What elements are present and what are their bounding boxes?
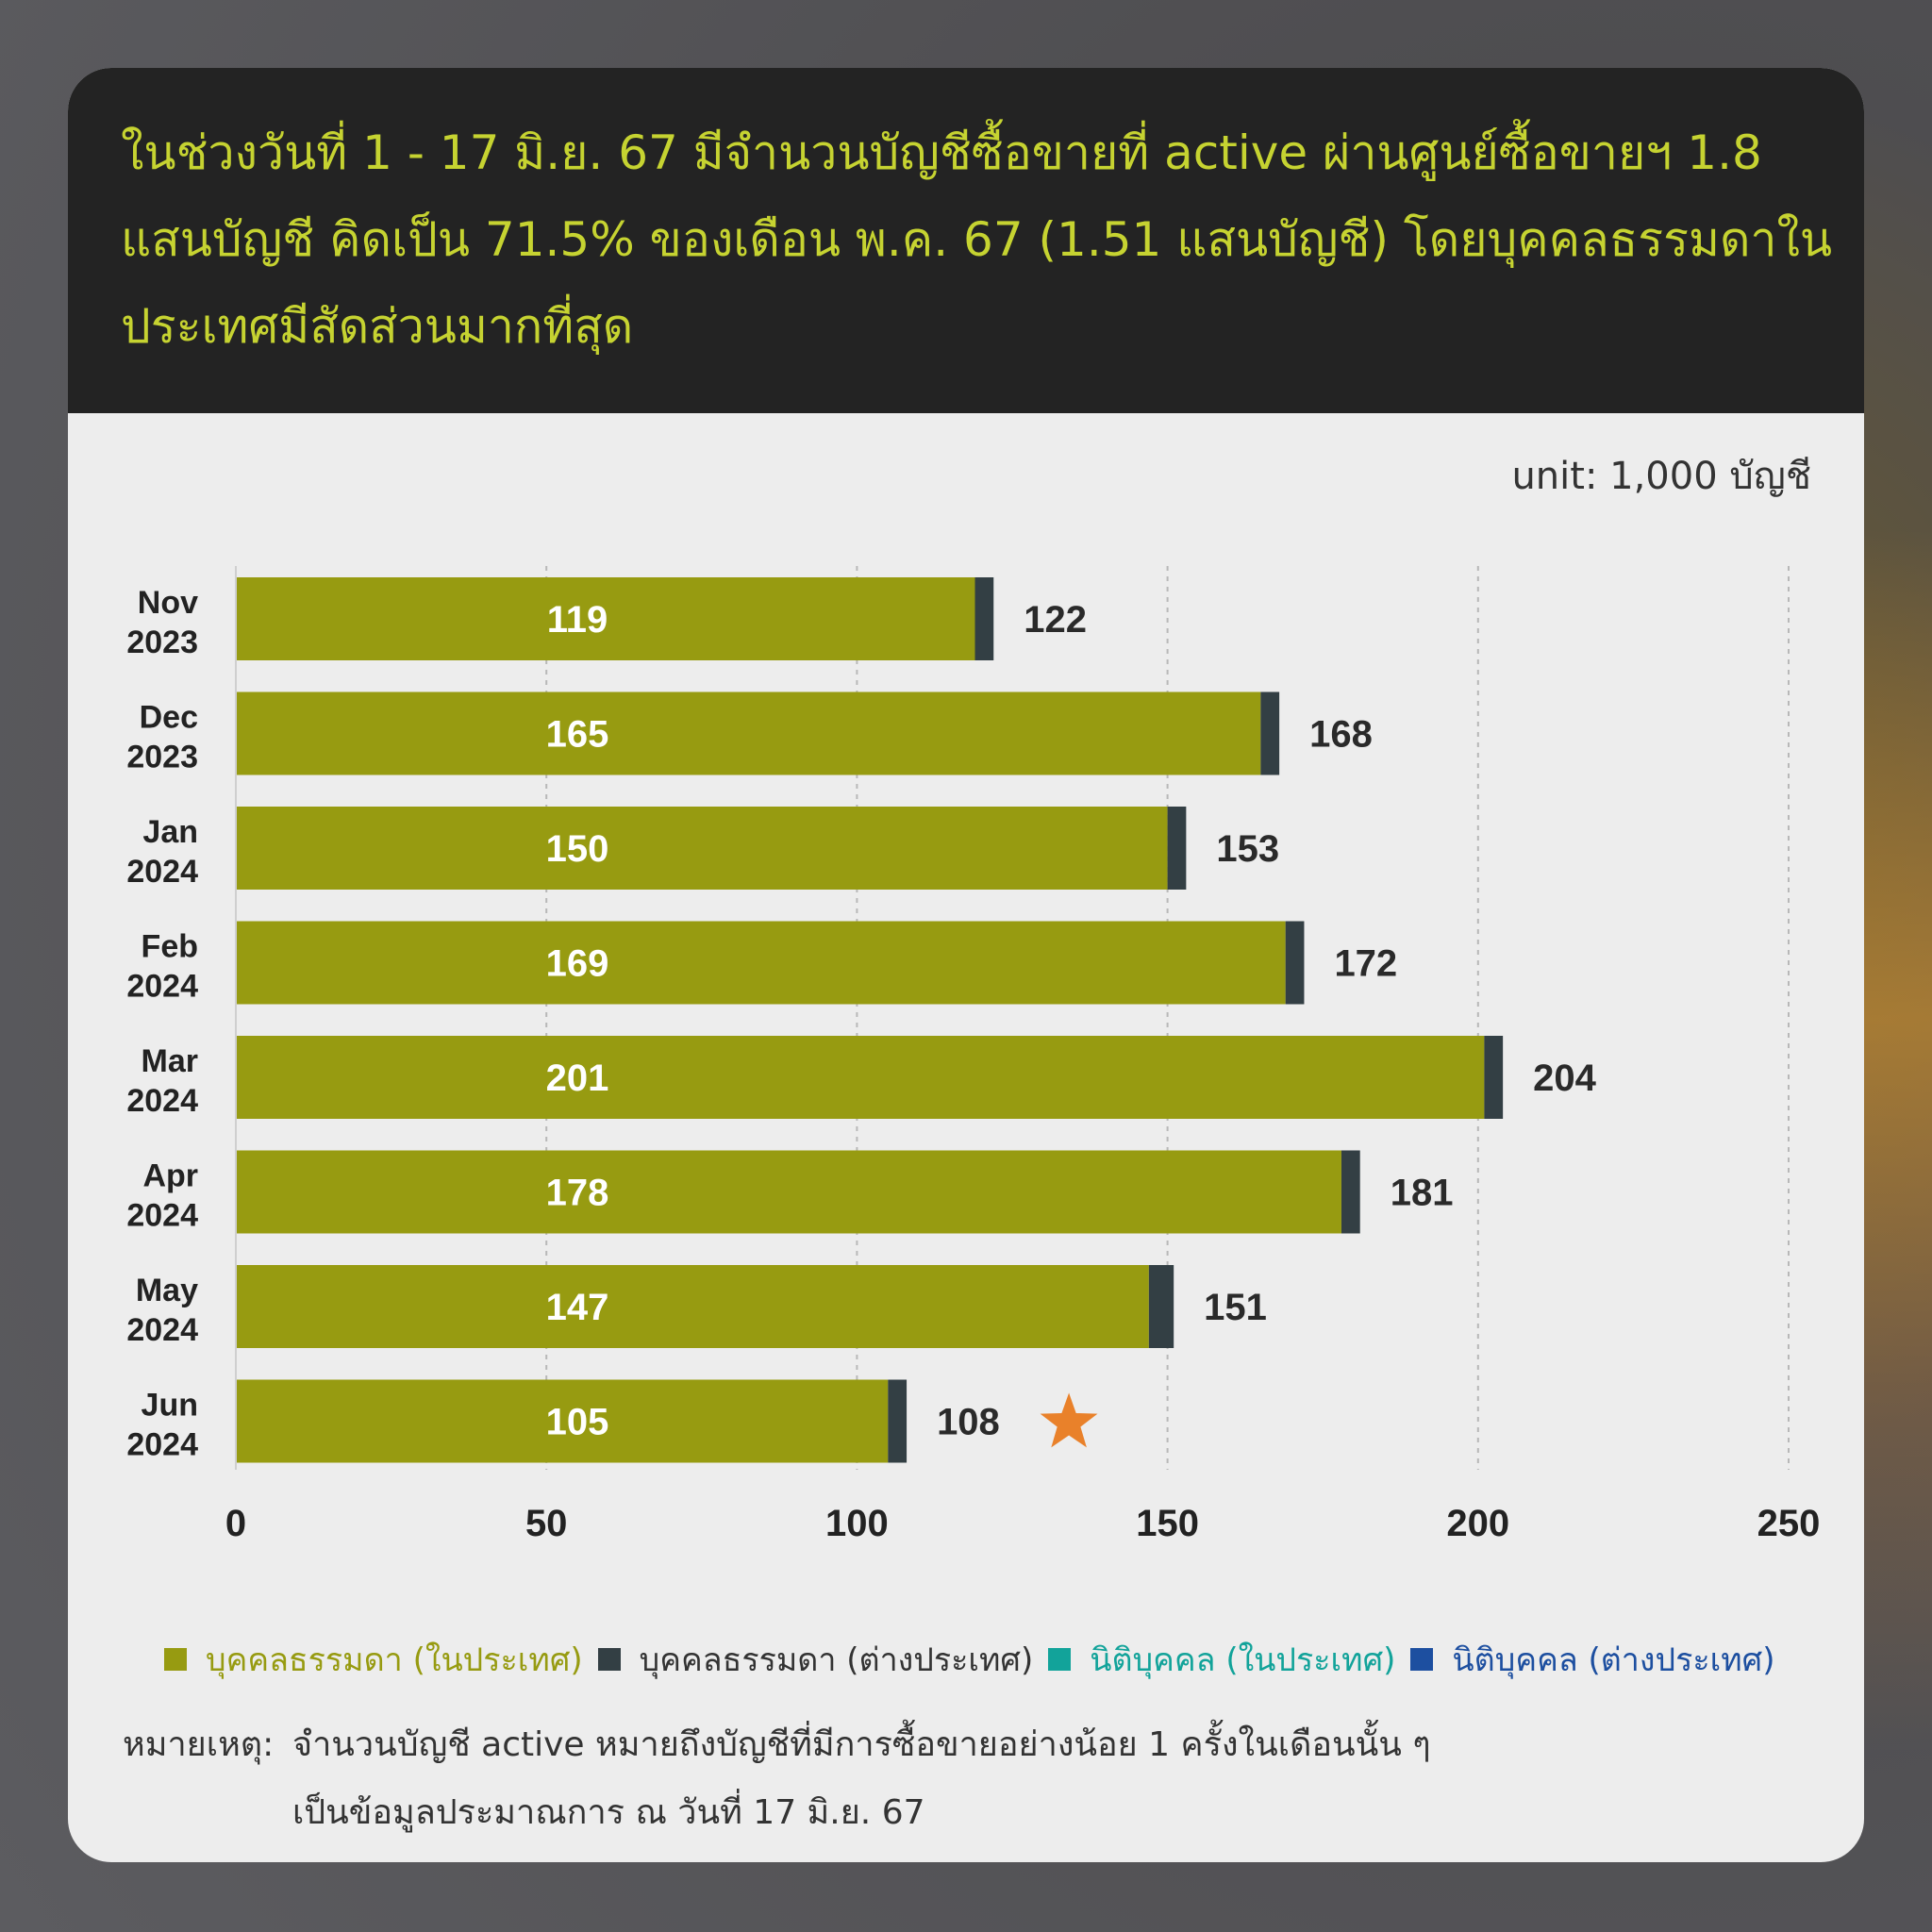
category-label: 2024	[126, 854, 198, 890]
category-label: Dec	[140, 700, 198, 736]
legend-swatch	[1410, 1648, 1434, 1671]
bar-total-label: 122	[1024, 599, 1087, 641]
bar-segment	[1285, 921, 1305, 1005]
legend-label: นิติบุคคล (ในประเทศ)	[1090, 1641, 1396, 1679]
legend-item: นิติบุคคล (ต่างประเทศ)	[1410, 1634, 1774, 1685]
bar-value-label: 105	[546, 1402, 609, 1443]
bar-segment	[236, 1036, 1485, 1119]
star-icon	[1040, 1392, 1098, 1448]
legend-label: บุคคลธรรมดา (ต่างประเทศ)	[639, 1641, 1034, 1679]
bar-segment	[236, 577, 975, 660]
category-label: Feb	[142, 929, 198, 965]
bar-value-label: 201	[546, 1058, 609, 1099]
bar-segment	[1148, 1265, 1174, 1348]
bar-segment	[1167, 807, 1187, 890]
bar-total-label: 204	[1533, 1058, 1596, 1099]
bar-value-label: 178	[546, 1173, 609, 1214]
category-label: Jun	[142, 1388, 198, 1424]
category-label: 2023	[126, 625, 198, 660]
bar-segment	[236, 1150, 1341, 1234]
footnote-line-2: เป็นข้อมูลประมาณการ ณ วันที่ 17 มิ.ย. 67	[292, 1793, 925, 1832]
category-label: 2024	[126, 1312, 198, 1348]
bar-segment	[888, 1379, 908, 1463]
legend-swatch	[1048, 1648, 1072, 1671]
x-tick-label: 250	[1757, 1503, 1821, 1544]
footnote: หมายเหตุ: จำนวนบัญชี active หมายถึงบัญชี…	[123, 1711, 1821, 1847]
bar-segment	[236, 921, 1286, 1005]
bar-segment	[1484, 1036, 1504, 1119]
x-tick-label: 150	[1136, 1503, 1199, 1544]
bar-segment	[236, 691, 1261, 775]
bar-total-label: 108	[937, 1402, 1000, 1443]
category-label: 2023	[126, 740, 198, 775]
legend-label: นิติบุคคล (ต่างประเทศ)	[1452, 1641, 1775, 1679]
page-title: ในช่วงวันที่ 1 - 17 มิ.ย. 67 มีจำนวนบัญช…	[121, 125, 1833, 354]
legend-item: บุคคลธรรมดา (ต่างประเทศ)	[597, 1634, 1034, 1685]
x-tick-label: 200	[1446, 1503, 1509, 1544]
bar-segment	[236, 1379, 889, 1463]
footnote-label: หมายเหตุ:	[123, 1725, 275, 1764]
bar-value-label: 169	[546, 943, 609, 985]
bar-total-label: 153	[1216, 828, 1279, 870]
x-tick-label: 100	[825, 1503, 889, 1544]
bar-segment	[1260, 691, 1280, 775]
category-label: May	[136, 1273, 198, 1308]
category-label: Nov	[138, 585, 198, 621]
bar-value-label: 147	[546, 1287, 609, 1328]
category-label: 2024	[126, 1198, 198, 1234]
legend-item: นิติบุคคล (ในประเทศ)	[1048, 1634, 1395, 1685]
bar-segment	[1341, 1150, 1360, 1234]
x-tick-label: 50	[525, 1503, 568, 1544]
bar-value-label: 150	[546, 828, 609, 870]
chart-legend: บุคคลธรรมดา (ในประเทศ) บุคคลธรรมดา (ต่างป…	[164, 1634, 1824, 1685]
category-label: 2024	[126, 1083, 198, 1119]
bar-chart: 0 50 100 150 200 250 Nov 2023 119 122 Dec 2023 165 16…	[126, 566, 1821, 1544]
category-label: Jan	[142, 814, 198, 850]
category-label: 2024	[126, 1427, 198, 1463]
category-label: Apr	[142, 1158, 198, 1194]
bar-total-label: 172	[1334, 943, 1397, 985]
category-label: Mar	[142, 1043, 198, 1079]
legend-label: บุคคลธรรมดา (ในประเทศ)	[206, 1641, 583, 1679]
unit-label: unit: 1,000 บัญชี	[1511, 455, 1811, 498]
category-label: 2024	[126, 969, 198, 1005]
header-banner: ในช่วงวันที่ 1 - 17 มิ.ย. 67 มีจำนวนบัญช…	[68, 68, 1864, 413]
legend-item: บุคคลธรรมดา (ในประเทศ)	[164, 1634, 583, 1685]
bar-segment	[236, 1265, 1149, 1348]
infographic-card: ในช่วงวันที่ 1 - 17 มิ.ย. 67 มีจำนวนบัญช…	[68, 68, 1864, 1862]
bar-segment	[236, 807, 1168, 890]
bar-total-label: 181	[1391, 1173, 1454, 1214]
footnote-line-1: จำนวนบัญชี active หมายถึงบัญชีที่มีการซื…	[292, 1725, 1431, 1764]
legend-swatch	[597, 1648, 621, 1671]
bar-value-label: 119	[547, 599, 608, 641]
bar-value-label: 165	[546, 714, 609, 756]
legend-swatch	[164, 1648, 187, 1671]
bar-total-label: 151	[1204, 1287, 1267, 1328]
bar-total-label: 168	[1309, 714, 1373, 756]
bar-segment	[974, 577, 994, 660]
x-tick-label: 0	[225, 1503, 246, 1544]
